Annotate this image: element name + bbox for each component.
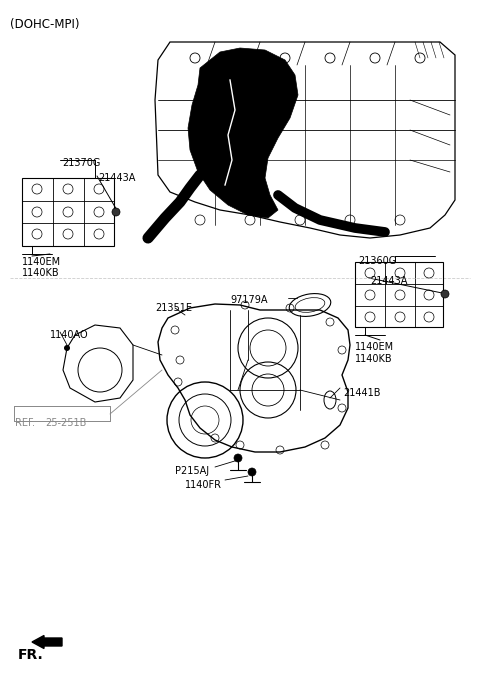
Text: 21441B: 21441B [343,388,381,398]
Circle shape [234,454,242,462]
Text: 21351E: 21351E [155,303,192,313]
FancyArrow shape [32,636,62,648]
Text: 21443A: 21443A [370,276,408,286]
Text: 25-251B: 25-251B [45,418,86,428]
Text: 1140KB: 1140KB [355,354,393,364]
Text: 21370G: 21370G [62,158,100,168]
Text: 1140FR: 1140FR [185,480,222,490]
Text: 1140AO: 1140AO [50,330,89,340]
Circle shape [112,208,120,216]
Text: 1140EM: 1140EM [355,342,394,352]
Text: 1140EM: 1140EM [22,257,61,267]
Text: 21360G: 21360G [358,256,396,266]
Circle shape [64,345,70,351]
Text: 97179A: 97179A [230,295,267,305]
Text: P215AJ: P215AJ [175,466,209,476]
Polygon shape [188,48,298,218]
Text: 1140KB: 1140KB [22,268,60,278]
Circle shape [441,290,449,298]
Text: (DOHC-MPI): (DOHC-MPI) [10,18,80,31]
Text: FR.: FR. [18,648,44,662]
Text: REF.: REF. [15,418,35,428]
Circle shape [248,468,256,476]
Text: 21443A: 21443A [98,173,135,183]
